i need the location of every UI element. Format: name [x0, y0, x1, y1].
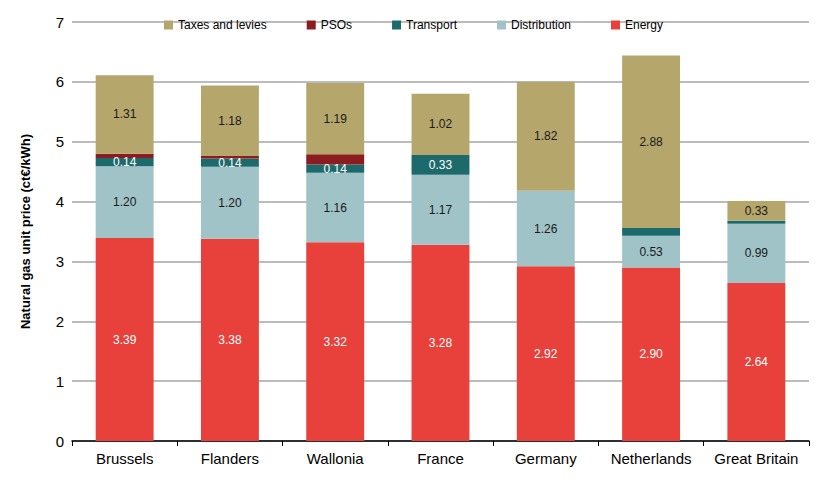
svg-text:Distribution: Distribution: [511, 18, 571, 32]
svg-text:Flanders: Flanders: [201, 450, 259, 467]
svg-text:0.14: 0.14: [113, 155, 137, 169]
svg-text:1.18: 1.18: [218, 114, 242, 128]
svg-text:0.53: 0.53: [639, 245, 663, 259]
svg-text:2.64: 2.64: [745, 355, 769, 369]
svg-text:0.99: 0.99: [745, 246, 769, 260]
svg-text:5: 5: [56, 133, 64, 150]
svg-text:Germany: Germany: [515, 450, 577, 467]
svg-text:0.33: 0.33: [429, 158, 453, 172]
svg-text:1.02: 1.02: [429, 117, 453, 131]
svg-text:3.28: 3.28: [429, 336, 453, 350]
svg-text:3.38: 3.38: [218, 333, 242, 347]
svg-text:Natural gas unit price (ct€/kW: Natural gas unit price (ct€/kWh): [18, 134, 33, 329]
svg-text:Great Britain: Great Britain: [714, 450, 798, 467]
svg-text:1.82: 1.82: [534, 129, 558, 143]
svg-text:4: 4: [56, 193, 64, 210]
svg-text:Taxes and levies: Taxes and levies: [178, 18, 267, 32]
svg-text:2.88: 2.88: [639, 135, 663, 149]
svg-text:Wallonia: Wallonia: [307, 450, 365, 467]
svg-text:1.17: 1.17: [429, 203, 453, 217]
svg-text:2.92: 2.92: [534, 347, 558, 361]
svg-text:Energy: Energy: [625, 18, 663, 32]
svg-text:0: 0: [56, 433, 64, 450]
svg-text:2: 2: [56, 313, 64, 330]
svg-text:1.26: 1.26: [534, 222, 558, 236]
svg-text:1.31: 1.31: [113, 107, 137, 121]
svg-text:7: 7: [56, 14, 64, 31]
svg-text:1.19: 1.19: [324, 112, 348, 126]
svg-text:PSOs: PSOs: [321, 18, 352, 32]
svg-text:2.90: 2.90: [639, 347, 663, 361]
svg-text:Brussels: Brussels: [96, 450, 154, 467]
svg-text:1.16: 1.16: [324, 201, 348, 215]
svg-text:Transport: Transport: [406, 18, 458, 32]
svg-text:0.14: 0.14: [324, 162, 348, 176]
svg-text:3.32: 3.32: [324, 335, 348, 349]
svg-text:3: 3: [56, 253, 64, 270]
svg-text:1.20: 1.20: [218, 196, 242, 210]
svg-text:0.33: 0.33: [745, 204, 769, 218]
svg-text:1: 1: [56, 373, 64, 390]
svg-text:3.39: 3.39: [113, 333, 137, 347]
svg-text:Netherlands: Netherlands: [611, 450, 692, 467]
svg-text:France: France: [417, 450, 464, 467]
svg-text:0.14: 0.14: [218, 156, 242, 170]
svg-text:6: 6: [56, 73, 64, 90]
svg-text:1.20: 1.20: [113, 195, 137, 209]
